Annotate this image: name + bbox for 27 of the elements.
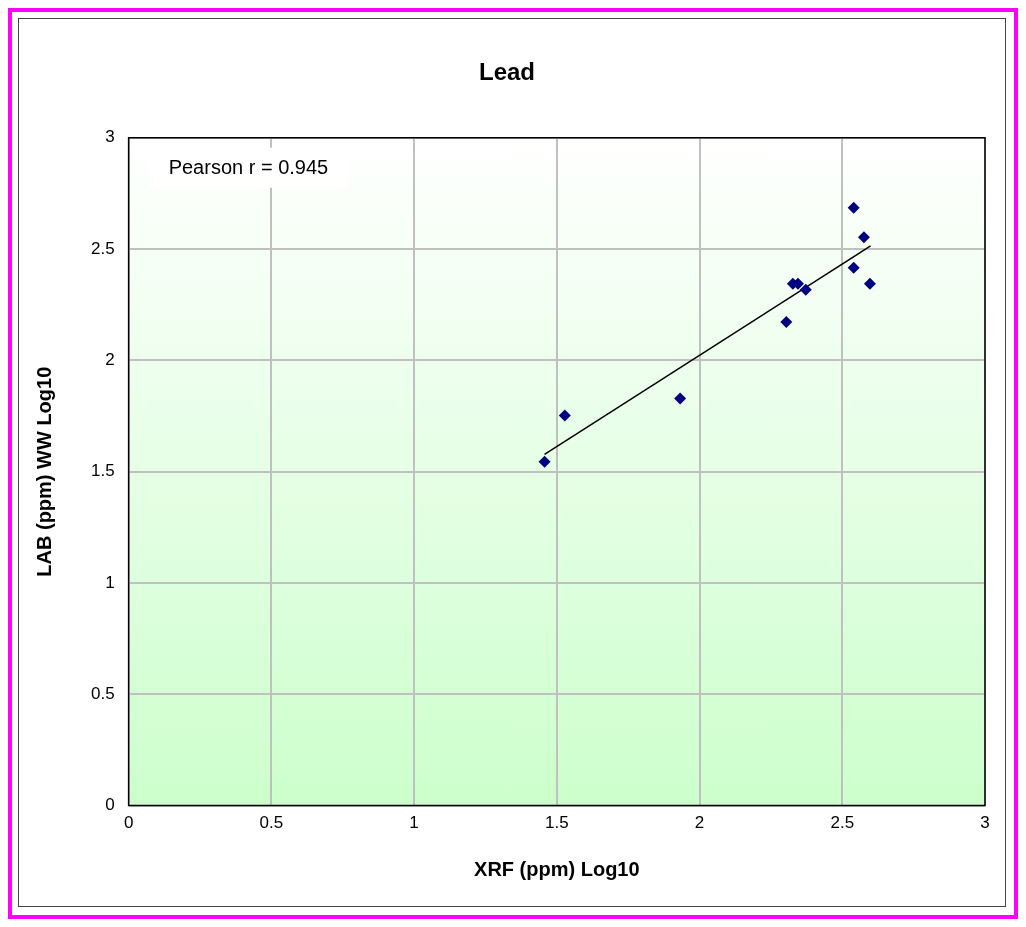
y-tick-label: 2.5 [90, 238, 115, 258]
annotation: Pearson r = 0.945 [168, 156, 329, 179]
x-axis-title: XRF (ppm) Log10 [474, 857, 640, 880]
y-axis-title: LAB (ppm) WW Log10 [32, 366, 55, 577]
point [674, 392, 687, 405]
x-tick-label: 1.5 [545, 813, 569, 833]
x-tick-label: 0 [123, 813, 134, 833]
x-tick-label: 2.5 [830, 813, 855, 833]
point [857, 231, 870, 244]
point [863, 277, 876, 290]
point [847, 201, 860, 214]
point [799, 283, 812, 296]
y-tick-label: 0 [105, 795, 115, 815]
x-tick-label: 0.5 [259, 813, 284, 833]
y-tick-label: 0.5 [90, 683, 115, 703]
chart-title: Lead [478, 58, 536, 86]
point [847, 261, 860, 274]
x-tick-label: 2 [694, 813, 705, 833]
y-tick-label: 1 [105, 572, 115, 592]
y-tick-label: 3 [105, 127, 115, 147]
x-tick-label: 3 [980, 813, 990, 833]
point [538, 455, 551, 468]
point [780, 315, 793, 328]
y-tick-label: 2 [105, 350, 115, 370]
point [558, 409, 571, 422]
x-tick-label: 1 [409, 813, 419, 833]
y-tick-label: 1.5 [90, 461, 115, 481]
